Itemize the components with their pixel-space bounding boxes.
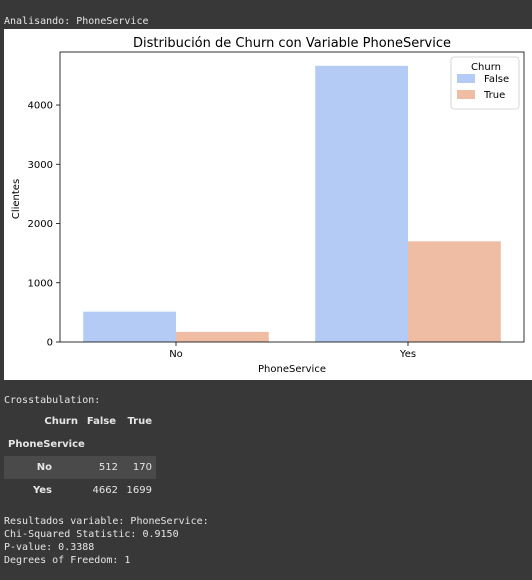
results-heading: Resultados variable: PhoneService:	[4, 515, 209, 528]
bars-group	[83, 66, 501, 342]
crosstab-col-header: False	[84, 410, 116, 433]
y-axis: 0 1000 2000 3000 4000	[28, 101, 60, 349]
x-tick-label: No	[169, 349, 183, 360]
legend-title: Churn	[471, 62, 501, 73]
bar-yes-false	[315, 66, 408, 342]
y-tick-label: 1000	[28, 278, 53, 289]
legend-label-true: True	[483, 90, 505, 101]
crosstab-cell: 512	[84, 456, 118, 479]
crosstab-columns-label: Churn	[4, 410, 78, 433]
crosstab-index-row: PhoneService	[4, 433, 164, 456]
crosstab-row-label: Yes	[4, 479, 52, 502]
crosstab-row-label: No	[4, 456, 52, 479]
crosstab-title: Crosstabulation:	[4, 394, 100, 407]
crosstab-cell: 1699	[122, 479, 152, 502]
bar-no-false	[83, 312, 176, 342]
x-axis-label: PhoneService	[258, 364, 326, 375]
y-tick-label: 4000	[28, 101, 53, 112]
bar-yes-true	[408, 241, 501, 342]
chart-panel: Distribución de Churn con Variable Phone…	[4, 29, 532, 380]
x-axis: No Yes	[169, 342, 416, 360]
results-output: Resultados variable: PhoneService: Chi-S…	[4, 515, 209, 567]
degrees-of-freedom-line: Degrees of Freedom: 1	[4, 554, 209, 567]
crosstab-cell: 170	[122, 456, 152, 479]
y-tick-label: 3000	[28, 160, 53, 171]
chi-squared-line: Chi-Squared Statistic: 0.9150	[4, 528, 209, 541]
p-value-line: P-value: 0.3388	[4, 541, 209, 554]
y-tick-label: 0	[47, 338, 53, 349]
crosstab-cell: 4662	[84, 479, 118, 502]
bar-chart: Distribución de Churn con Variable Phone…	[4, 29, 532, 380]
legend-swatch-true	[457, 90, 475, 99]
crosstab-table: Churn False True PhoneService No 512 170…	[4, 410, 164, 502]
crosstab-index-label: PhoneService	[8, 433, 85, 456]
x-tick-label: Yes	[399, 349, 416, 360]
y-axis-label: Clientes	[11, 179, 22, 219]
crosstab-header-row: Churn False True	[4, 410, 164, 433]
analysis-header: Analisando: PhoneService	[4, 15, 149, 28]
legend-swatch-false	[457, 74, 475, 83]
crosstab-row: Yes 4662 1699	[4, 479, 164, 502]
legend: Churn False True	[451, 57, 519, 109]
legend-label-false: False	[484, 74, 509, 85]
chart-title: Distribución de Churn con Variable Phone…	[133, 36, 451, 51]
crosstab-row: No 512 170	[4, 456, 156, 479]
y-tick-label: 2000	[28, 219, 53, 230]
bar-no-true	[176, 332, 269, 342]
crosstab-col-header: True	[122, 410, 152, 433]
